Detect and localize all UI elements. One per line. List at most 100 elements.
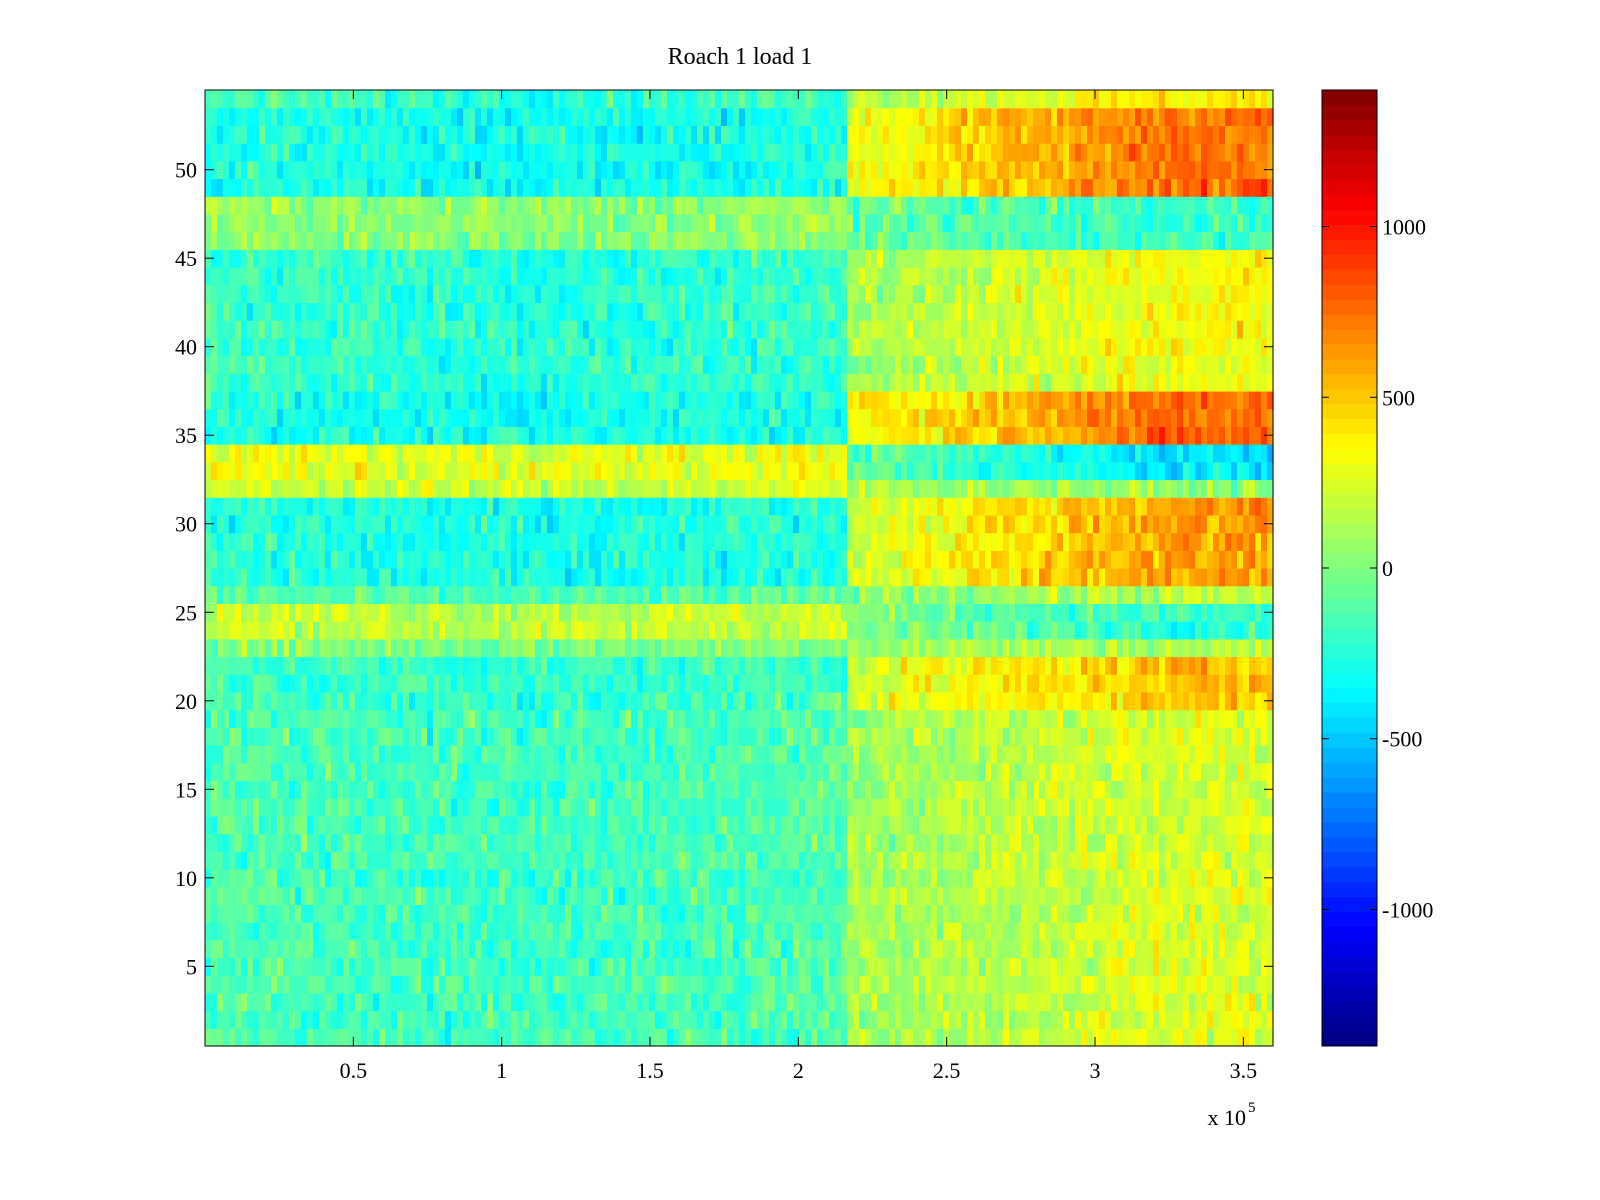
heatmap-cell — [913, 939, 920, 959]
heatmap-cell — [409, 939, 416, 959]
heatmap-cell — [865, 780, 872, 799]
heatmap-cell — [925, 939, 932, 959]
heatmap-cell — [247, 975, 254, 994]
heatmap-cell — [499, 656, 506, 675]
heatmap-cell — [805, 709, 812, 728]
heatmap-cell — [1045, 815, 1052, 835]
heatmap-cell — [1195, 568, 1202, 587]
heatmap-cell — [1087, 656, 1094, 675]
heatmap-cell — [817, 709, 824, 728]
heatmap-cell — [1129, 780, 1136, 799]
heatmap-cell — [313, 1010, 320, 1029]
heatmap-cell — [445, 568, 452, 587]
heatmap-cell — [685, 550, 692, 569]
heatmap-cell — [601, 957, 608, 976]
heatmap-cell — [553, 939, 560, 959]
heatmap-cell — [691, 691, 698, 711]
heatmap-cell — [949, 922, 956, 941]
heatmap-cell — [283, 833, 290, 852]
heatmap-cell — [1123, 727, 1130, 746]
heatmap-cell — [733, 798, 740, 817]
heatmap-cell — [457, 621, 464, 640]
heatmap-cell — [295, 957, 302, 976]
heatmap-cell — [973, 603, 980, 622]
heatmap-cell — [595, 550, 602, 569]
heatmap-cell — [949, 851, 956, 870]
heatmap-cell — [277, 674, 284, 693]
heatmap-cell — [511, 745, 518, 764]
heatmap-cell — [367, 550, 374, 569]
heatmap-cell — [919, 957, 926, 976]
heatmap-cell — [1255, 1028, 1262, 1047]
heatmap-cell — [961, 886, 968, 905]
heatmap-cell — [439, 957, 446, 976]
heatmap-cell — [847, 621, 854, 640]
heatmap-cell — [1003, 762, 1010, 782]
heatmap-cell — [1213, 868, 1220, 888]
heatmap-cell — [271, 922, 278, 941]
heatmap-cell — [271, 638, 278, 658]
heatmap-cell — [979, 568, 986, 587]
heatmap-cell — [319, 904, 326, 923]
heatmap-cell — [1039, 550, 1046, 569]
heatmap-cell — [451, 1028, 458, 1047]
heatmap-cell — [271, 585, 278, 604]
heatmap-cell — [865, 603, 872, 622]
heatmap-cell — [817, 833, 824, 852]
heatmap-cell — [709, 691, 716, 711]
heatmap-cell — [397, 585, 404, 604]
heatmap-cell — [1189, 780, 1196, 799]
heatmap-cell — [325, 833, 332, 852]
heatmap-cell — [709, 638, 716, 658]
heatmap-cell — [1219, 674, 1226, 693]
heatmap-cell — [949, 568, 956, 587]
heatmap-cell — [865, 992, 872, 1012]
heatmap-cell — [997, 939, 1004, 959]
heatmap-cell — [1147, 815, 1154, 835]
heatmap-cell — [1171, 727, 1178, 746]
heatmap-cell — [487, 939, 494, 959]
heatmap-cell — [1213, 762, 1220, 782]
heatmap-cell — [1123, 833, 1130, 852]
heatmap-cell — [847, 727, 854, 746]
heatmap-cell — [1231, 939, 1238, 959]
heatmap-cell — [1255, 886, 1262, 905]
heatmap-cell — [841, 603, 848, 622]
heatmap-cell — [1153, 1010, 1160, 1029]
heatmap-cell — [769, 585, 776, 604]
heatmap-cell — [649, 851, 656, 870]
heatmap-cell — [1255, 922, 1262, 941]
heatmap-cell — [259, 674, 266, 693]
heatmap-cell — [817, 585, 824, 604]
heatmap-cell — [1183, 904, 1190, 923]
heatmap-cell — [613, 691, 620, 711]
heatmap-cell — [805, 939, 812, 959]
heatmap-cell — [403, 621, 410, 640]
heatmap-cell — [475, 992, 482, 1012]
heatmap-cell — [511, 904, 518, 923]
heatmap-cell — [253, 922, 260, 941]
heatmap-cell — [295, 975, 302, 994]
heatmap-cell — [523, 1010, 530, 1029]
heatmap-cell — [1249, 762, 1256, 782]
heatmap-cell — [235, 674, 242, 693]
heatmap-cell — [1111, 780, 1118, 799]
heatmap-cell — [1153, 691, 1160, 711]
heatmap-cell — [1219, 585, 1226, 604]
heatmap-cell — [655, 603, 662, 622]
heatmap-cell — [1009, 1010, 1016, 1029]
heatmap-cell — [1045, 868, 1052, 888]
heatmap-cell — [859, 780, 866, 799]
heatmap-cell — [1249, 780, 1256, 799]
heatmap-cell — [811, 957, 818, 976]
heatmap-cell — [643, 975, 650, 994]
heatmap-cell — [229, 745, 236, 764]
heatmap-cell — [523, 851, 530, 870]
heatmap-cell — [379, 904, 386, 923]
heatmap-cell — [313, 674, 320, 693]
heatmap-cell — [499, 621, 506, 640]
heatmap-cell — [325, 727, 332, 746]
heatmap-cell — [721, 674, 728, 693]
heatmap-cell — [1111, 851, 1118, 870]
heatmap-cell — [787, 691, 794, 711]
